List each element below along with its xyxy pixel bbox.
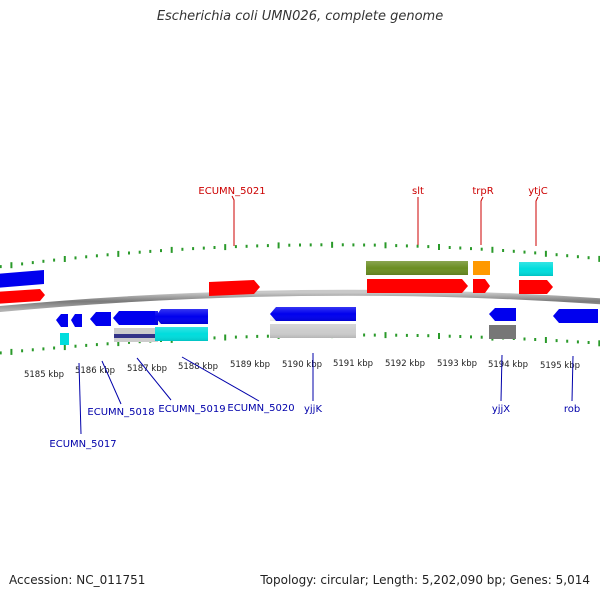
gene-label-ecumn-5017[interactable]: ECUMN_5017	[49, 439, 116, 450]
gene-label-rob[interactable]: rob	[564, 404, 580, 415]
feature-ytjc[interactable]	[519, 280, 553, 294]
feature-shading	[155, 261, 553, 341]
kbp-tick-label: 5189 kbp	[230, 360, 270, 370]
gene-label-ecumn-5021[interactable]: ECUMN_5021	[198, 186, 265, 197]
feature-trpr[interactable]	[473, 279, 490, 293]
feature-ecumn-5017[interactable]	[56, 314, 68, 327]
gene-label-slt[interactable]: slt	[412, 186, 424, 197]
kbp-tick-label: 5192 kbp	[385, 359, 425, 369]
kbp-tick-labels: 5185 kbp 5186 kbp 5187 kbp 5188 kbp 5189…	[24, 359, 580, 380]
leader-line-ytjc	[535, 196, 539, 246]
feature-forward-left-lower[interactable]	[0, 289, 45, 304]
kbp-tick-label: 5186 kbp	[75, 366, 115, 376]
genome-title: Escherichia coli UMN026, complete genome	[156, 9, 444, 24]
kbp-tick-label: 5195 kbp	[540, 361, 580, 371]
kbp-tick-label: 5185 kbp	[24, 370, 64, 380]
genome-summary-text: Topology: circular; Length: 5,202,090 bp…	[260, 573, 590, 587]
genome-backbone	[0, 289, 600, 313]
leader-line-ecumn-5021	[231, 195, 235, 246]
leader-line-yjjx	[500, 354, 503, 402]
gene-label-yjjk[interactable]: yjjK	[304, 404, 322, 415]
feature-rob[interactable]	[553, 309, 598, 323]
kbp-tick-label: 5188 kbp	[178, 362, 218, 372]
gene-label-trpr[interactable]: trpR	[472, 186, 493, 197]
feature-yjjx-gray[interactable]	[489, 325, 516, 339]
kbp-tick-label: 5187 kbp	[127, 364, 167, 374]
feature-small-reverse[interactable]	[71, 314, 82, 327]
forward-gene-labels: ECUMN_5021 slt trpR ytjC	[198, 186, 548, 246]
gene-label-ytjc[interactable]: ytjC	[528, 186, 548, 197]
feature-forward-left-upper[interactable]	[0, 270, 44, 288]
feature-ecumn-5017-cyan[interactable]	[60, 333, 69, 345]
leader-line-ecumn-5020	[181, 356, 260, 402]
kbp-tick-label: 5193 kbp	[437, 359, 477, 369]
accession-text: Accession: NC_011751	[9, 573, 146, 587]
gene-label-yjjx[interactable]: yjjX	[492, 404, 510, 415]
feature-ecumn-5021[interactable]	[209, 280, 260, 296]
feature-ecumn-5018[interactable]	[90, 312, 111, 326]
leader-line-rob	[571, 355, 574, 402]
leader-line-ecumn-5018	[101, 360, 122, 405]
outer-tick-ring	[0, 241, 600, 269]
feature-trpr-partner[interactable]	[473, 261, 490, 275]
leader-line-trpr	[480, 196, 484, 245]
kbp-tick-label: 5194 kbp	[488, 360, 528, 370]
gene-label-ecumn-5020[interactable]: ECUMN_5020	[227, 403, 294, 414]
kbp-tick-label: 5190 kbp	[282, 360, 322, 370]
gene-label-ecumn-5019[interactable]: ECUMN_5019	[158, 404, 225, 415]
feature-slt[interactable]	[367, 279, 468, 293]
gene-label-ecumn-5018[interactable]: ECUMN_5018	[87, 407, 154, 418]
kbp-tick-label: 5191 kbp	[333, 359, 373, 369]
reverse-gene-labels: ECUMN_5017 ECUMN_5018 ECUMN_5019 ECUMN_5…	[49, 353, 580, 450]
feature-ecumn-5019-strip-dark[interactable]	[114, 334, 158, 338]
feature-yjjx[interactable]	[489, 308, 516, 321]
leader-line-ecumn-5017	[78, 362, 82, 435]
leader-line-ecumn-5019	[136, 357, 172, 401]
feature-ecumn-5019[interactable]	[113, 311, 158, 325]
